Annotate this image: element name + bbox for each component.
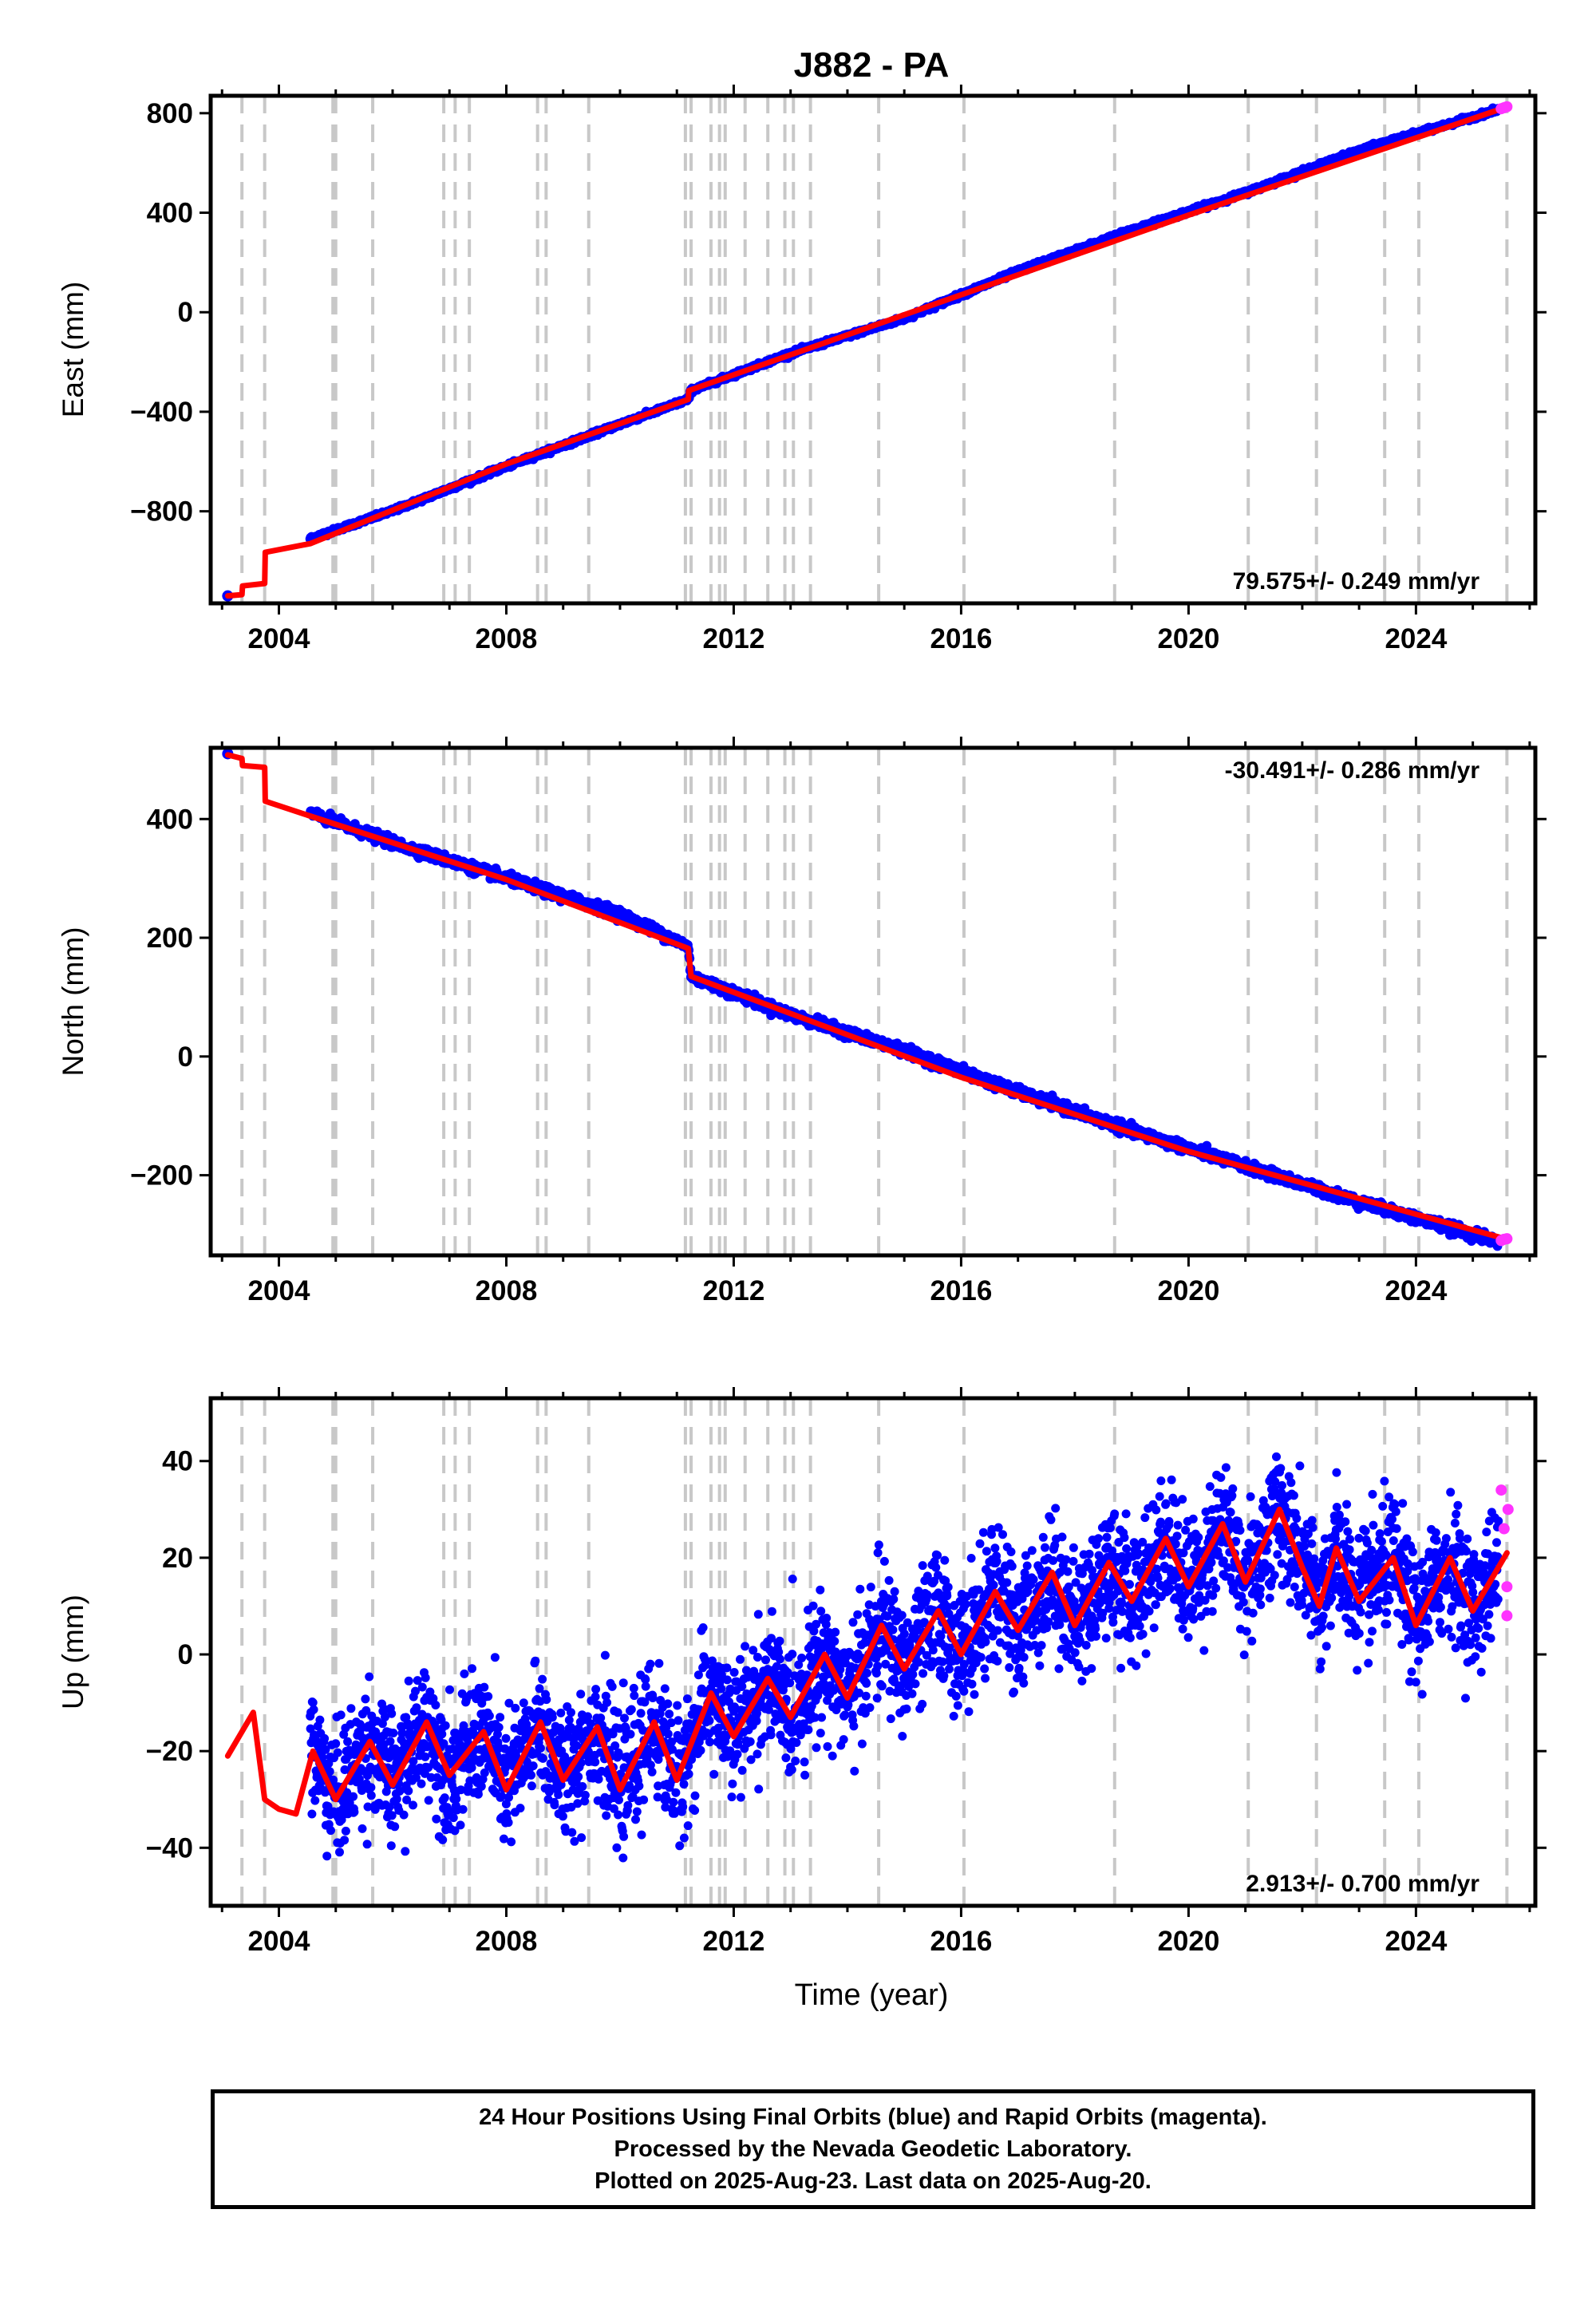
east-x-tick-label: 2020 bbox=[1157, 623, 1219, 654]
north-y-tick-label: 200 bbox=[147, 923, 193, 954]
east-y-axis-label: East (mm) bbox=[57, 282, 89, 418]
north-y-tick-label: 400 bbox=[147, 804, 193, 835]
footer-line-3: Plotted on 2025-Aug-23. Last data on 202… bbox=[595, 2168, 1152, 2194]
up-x-tick-label: 2012 bbox=[703, 1926, 765, 1957]
north-rate-annotation: -30.491+/- 0.286 mm/yr bbox=[1225, 757, 1480, 784]
north-plot-area bbox=[222, 748, 1513, 1255]
north-y-tick-label: −200 bbox=[130, 1160, 193, 1192]
up-y-tick-label: −20 bbox=[146, 1736, 193, 1767]
north-model-line bbox=[224, 752, 1510, 1243]
up-x-tick-label: 2024 bbox=[1385, 1926, 1447, 1957]
east-model-line bbox=[224, 104, 1510, 599]
east-frame bbox=[208, 93, 1538, 606]
up-y-tick-label: 20 bbox=[162, 1543, 193, 1574]
east-y-tick-label: 0 bbox=[178, 297, 193, 328]
east-x-tick-label: 2016 bbox=[930, 623, 992, 654]
up-final-orbit-points bbox=[306, 1452, 1503, 1863]
up-x-tick-label: 2008 bbox=[476, 1926, 538, 1957]
up-panel: 40 20 0 −20 −40 2004 2008 2012 2016 2020 2024 Up (m… bbox=[57, 1387, 1547, 1957]
east-rate-annotation: 79.575+/- 0.249 mm/yr bbox=[1233, 568, 1480, 595]
north-frame bbox=[208, 745, 1538, 1258]
up-rapid-orbit-point bbox=[1501, 1610, 1513, 1622]
north-rapid-orbit-point bbox=[1501, 1233, 1513, 1245]
east-plot-area bbox=[222, 96, 1513, 603]
up-y-tick-label: 0 bbox=[178, 1639, 193, 1670]
up-rapid-orbit-point bbox=[1501, 1581, 1513, 1593]
up-x-tick-label: 2004 bbox=[248, 1926, 310, 1957]
up-rapid-orbit-point bbox=[1495, 1484, 1507, 1496]
up-rate-annotation: 2.913+/- 0.700 mm/yr bbox=[1246, 1871, 1479, 1897]
north-y-tick-label: 0 bbox=[178, 1041, 193, 1073]
north-x-tick-label: 2024 bbox=[1385, 1275, 1447, 1306]
north-x-tick-label: 2012 bbox=[703, 1275, 765, 1306]
up-x-tick-label: 2020 bbox=[1157, 1926, 1219, 1957]
footer-line-1: 24 Hour Positions Using Final Orbits (bl… bbox=[479, 2105, 1267, 2130]
east-x-tick-label: 2024 bbox=[1385, 623, 1447, 654]
up-frame bbox=[208, 1396, 1538, 1908]
up-rapid-orbit-point bbox=[1502, 1504, 1514, 1516]
east-x-tick-label: 2012 bbox=[703, 623, 765, 654]
up-y-axis-label: Up (mm) bbox=[57, 1595, 89, 1709]
east-y-tick-label: −800 bbox=[130, 496, 193, 528]
east-x-tick-label: 2008 bbox=[476, 623, 538, 654]
north-x-tick-label: 2004 bbox=[248, 1275, 310, 1306]
north-x-tick-label: 2016 bbox=[930, 1275, 992, 1306]
chart-title: J882 - PA bbox=[794, 45, 950, 85]
east-panel: 800 400 0 −400 −800 2004 2008 2012 2016 2020 2024 E… bbox=[57, 85, 1547, 654]
north-x-tick-label: 2008 bbox=[476, 1275, 538, 1306]
x-axis-label: Time (year) bbox=[795, 1978, 949, 2012]
up-y-tick-label: −40 bbox=[146, 1832, 193, 1863]
up-y-tick-label: 40 bbox=[162, 1446, 193, 1477]
north-panel: 400 200 0 −200 2004 2008 2012 2016 2020 2024 North… bbox=[57, 737, 1547, 1306]
east-y-tick-label: 800 bbox=[147, 98, 193, 129]
up-x-tick-label: 2016 bbox=[930, 1926, 992, 1957]
north-y-axis-label: North (mm) bbox=[57, 927, 89, 1076]
east-x-tick-label: 2004 bbox=[248, 623, 310, 654]
footer-box: 24 Hour Positions Using Final Orbits (bl… bbox=[211, 2089, 1535, 2209]
footer-line-2: Processed by the Nevada Geodetic Laborat… bbox=[614, 2136, 1132, 2162]
north-x-tick-label: 2020 bbox=[1157, 1275, 1219, 1306]
east-rapid-orbit-point bbox=[1501, 101, 1513, 113]
east-y-tick-label: 400 bbox=[147, 198, 193, 229]
up-rapid-orbit-point bbox=[1498, 1523, 1510, 1535]
east-final-orbit-points bbox=[305, 103, 1503, 544]
east-y-tick-label: −400 bbox=[130, 397, 193, 428]
up-plot-area bbox=[224, 1398, 1514, 1906]
up-model-line bbox=[224, 1506, 1510, 1817]
